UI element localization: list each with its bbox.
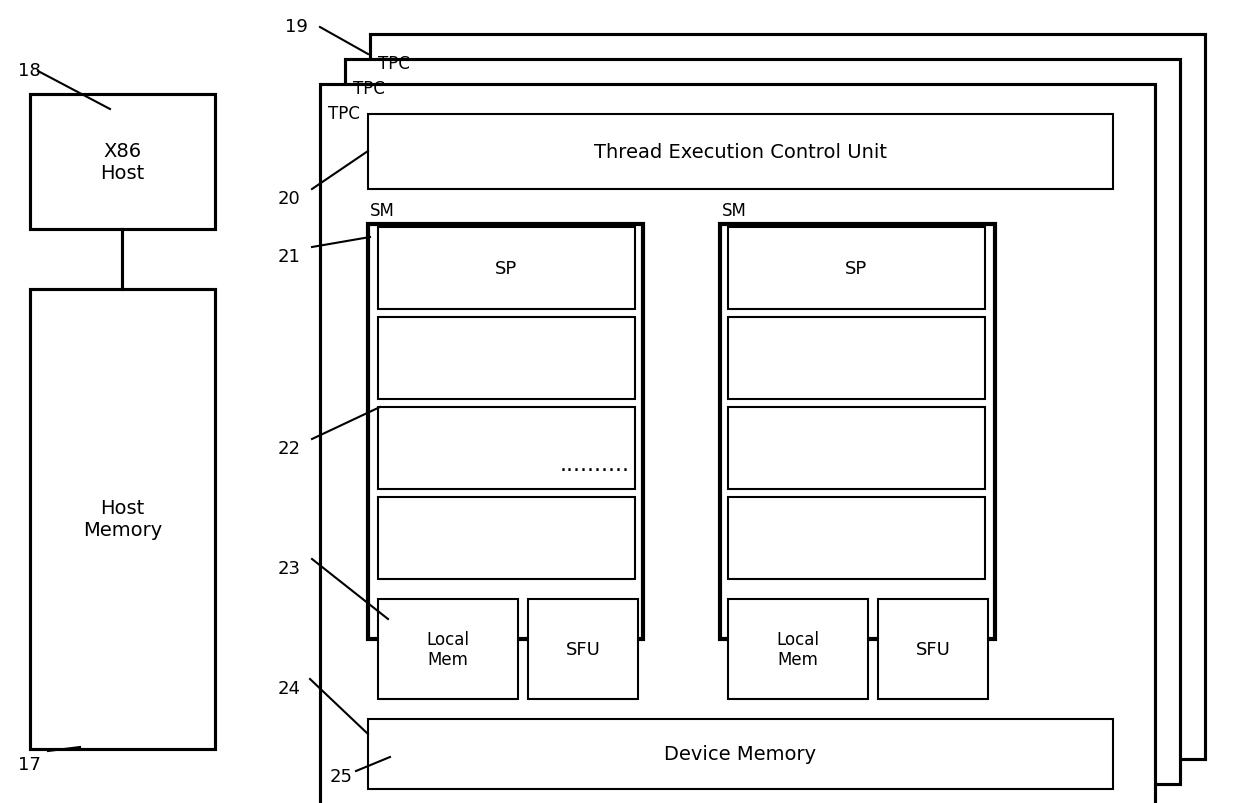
Bar bbox=[378, 318, 635, 400]
Text: SM: SM bbox=[722, 202, 746, 220]
Bar bbox=[320, 85, 1154, 803]
Text: SP: SP bbox=[846, 259, 868, 278]
Text: SP: SP bbox=[495, 259, 517, 278]
Bar bbox=[728, 497, 985, 579]
Text: 23: 23 bbox=[278, 560, 301, 577]
Bar bbox=[368, 719, 1114, 789]
Bar bbox=[878, 599, 988, 699]
Text: Local
Mem: Local Mem bbox=[427, 630, 470, 669]
Text: Host
Memory: Host Memory bbox=[83, 499, 162, 540]
Bar bbox=[30, 95, 215, 230]
Text: TPC: TPC bbox=[378, 55, 410, 73]
Text: 24: 24 bbox=[278, 679, 301, 697]
Bar bbox=[528, 599, 639, 699]
Bar bbox=[728, 318, 985, 400]
Text: SFU: SFU bbox=[915, 640, 950, 658]
Text: 17: 17 bbox=[19, 755, 41, 773]
Text: 25: 25 bbox=[330, 767, 353, 785]
Text: SM: SM bbox=[370, 202, 394, 220]
Bar bbox=[378, 407, 635, 489]
Bar bbox=[378, 599, 518, 699]
Text: TPC: TPC bbox=[329, 105, 360, 123]
Text: 19: 19 bbox=[285, 18, 308, 36]
Text: SFU: SFU bbox=[565, 640, 600, 658]
Text: 18: 18 bbox=[19, 62, 41, 80]
Bar bbox=[728, 228, 985, 310]
Bar bbox=[378, 228, 635, 310]
Bar bbox=[728, 599, 868, 699]
Text: 22: 22 bbox=[278, 439, 301, 458]
Text: ..........: .......... bbox=[560, 454, 630, 475]
Text: 20: 20 bbox=[278, 190, 301, 208]
Bar bbox=[30, 290, 215, 749]
Text: 21: 21 bbox=[278, 247, 301, 266]
Text: TPC: TPC bbox=[353, 80, 384, 98]
Text: X86
Host: X86 Host bbox=[100, 142, 145, 183]
Text: Device Memory: Device Memory bbox=[665, 744, 817, 764]
Text: Thread Execution Control Unit: Thread Execution Control Unit bbox=[594, 143, 887, 161]
Bar bbox=[345, 60, 1180, 784]
Bar bbox=[370, 35, 1205, 759]
Bar bbox=[368, 115, 1114, 190]
Bar bbox=[728, 407, 985, 489]
Text: Local
Mem: Local Mem bbox=[776, 630, 820, 669]
Bar bbox=[378, 497, 635, 579]
Bar bbox=[720, 225, 994, 639]
Bar bbox=[368, 225, 644, 639]
